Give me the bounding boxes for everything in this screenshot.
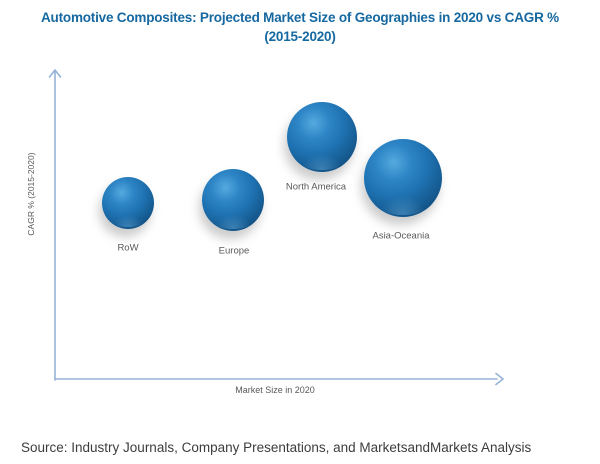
y-axis-arrowhead-icon <box>48 69 62 78</box>
chart-title-line-1: Automotive Composites: Projected Market … <box>41 10 559 25</box>
bubble-label-asia-oceania: Asia-Oceania <box>372 230 430 242</box>
bubble-label-row: RoW <box>117 242 139 254</box>
bubble-europe <box>202 169 264 231</box>
bubble-north-america <box>287 102 357 172</box>
x-axis-label: Market Size in 2020 <box>235 385 315 395</box>
chart-title: Automotive Composites: Projected Market … <box>0 8 600 46</box>
bubble-label-europe: Europe <box>218 245 250 257</box>
bubble-label-north-america: North America <box>285 181 347 193</box>
chart-title-line-2: (2015-2020) <box>264 29 336 44</box>
bubble-asia-oceania <box>364 139 442 217</box>
source-note: Source: Industry Journals, Company Prese… <box>21 440 532 455</box>
x-axis-arrowhead-icon <box>495 372 504 386</box>
bubble-row <box>102 177 154 229</box>
y-axis-label: CAGR % (2015-2020) <box>26 152 36 236</box>
